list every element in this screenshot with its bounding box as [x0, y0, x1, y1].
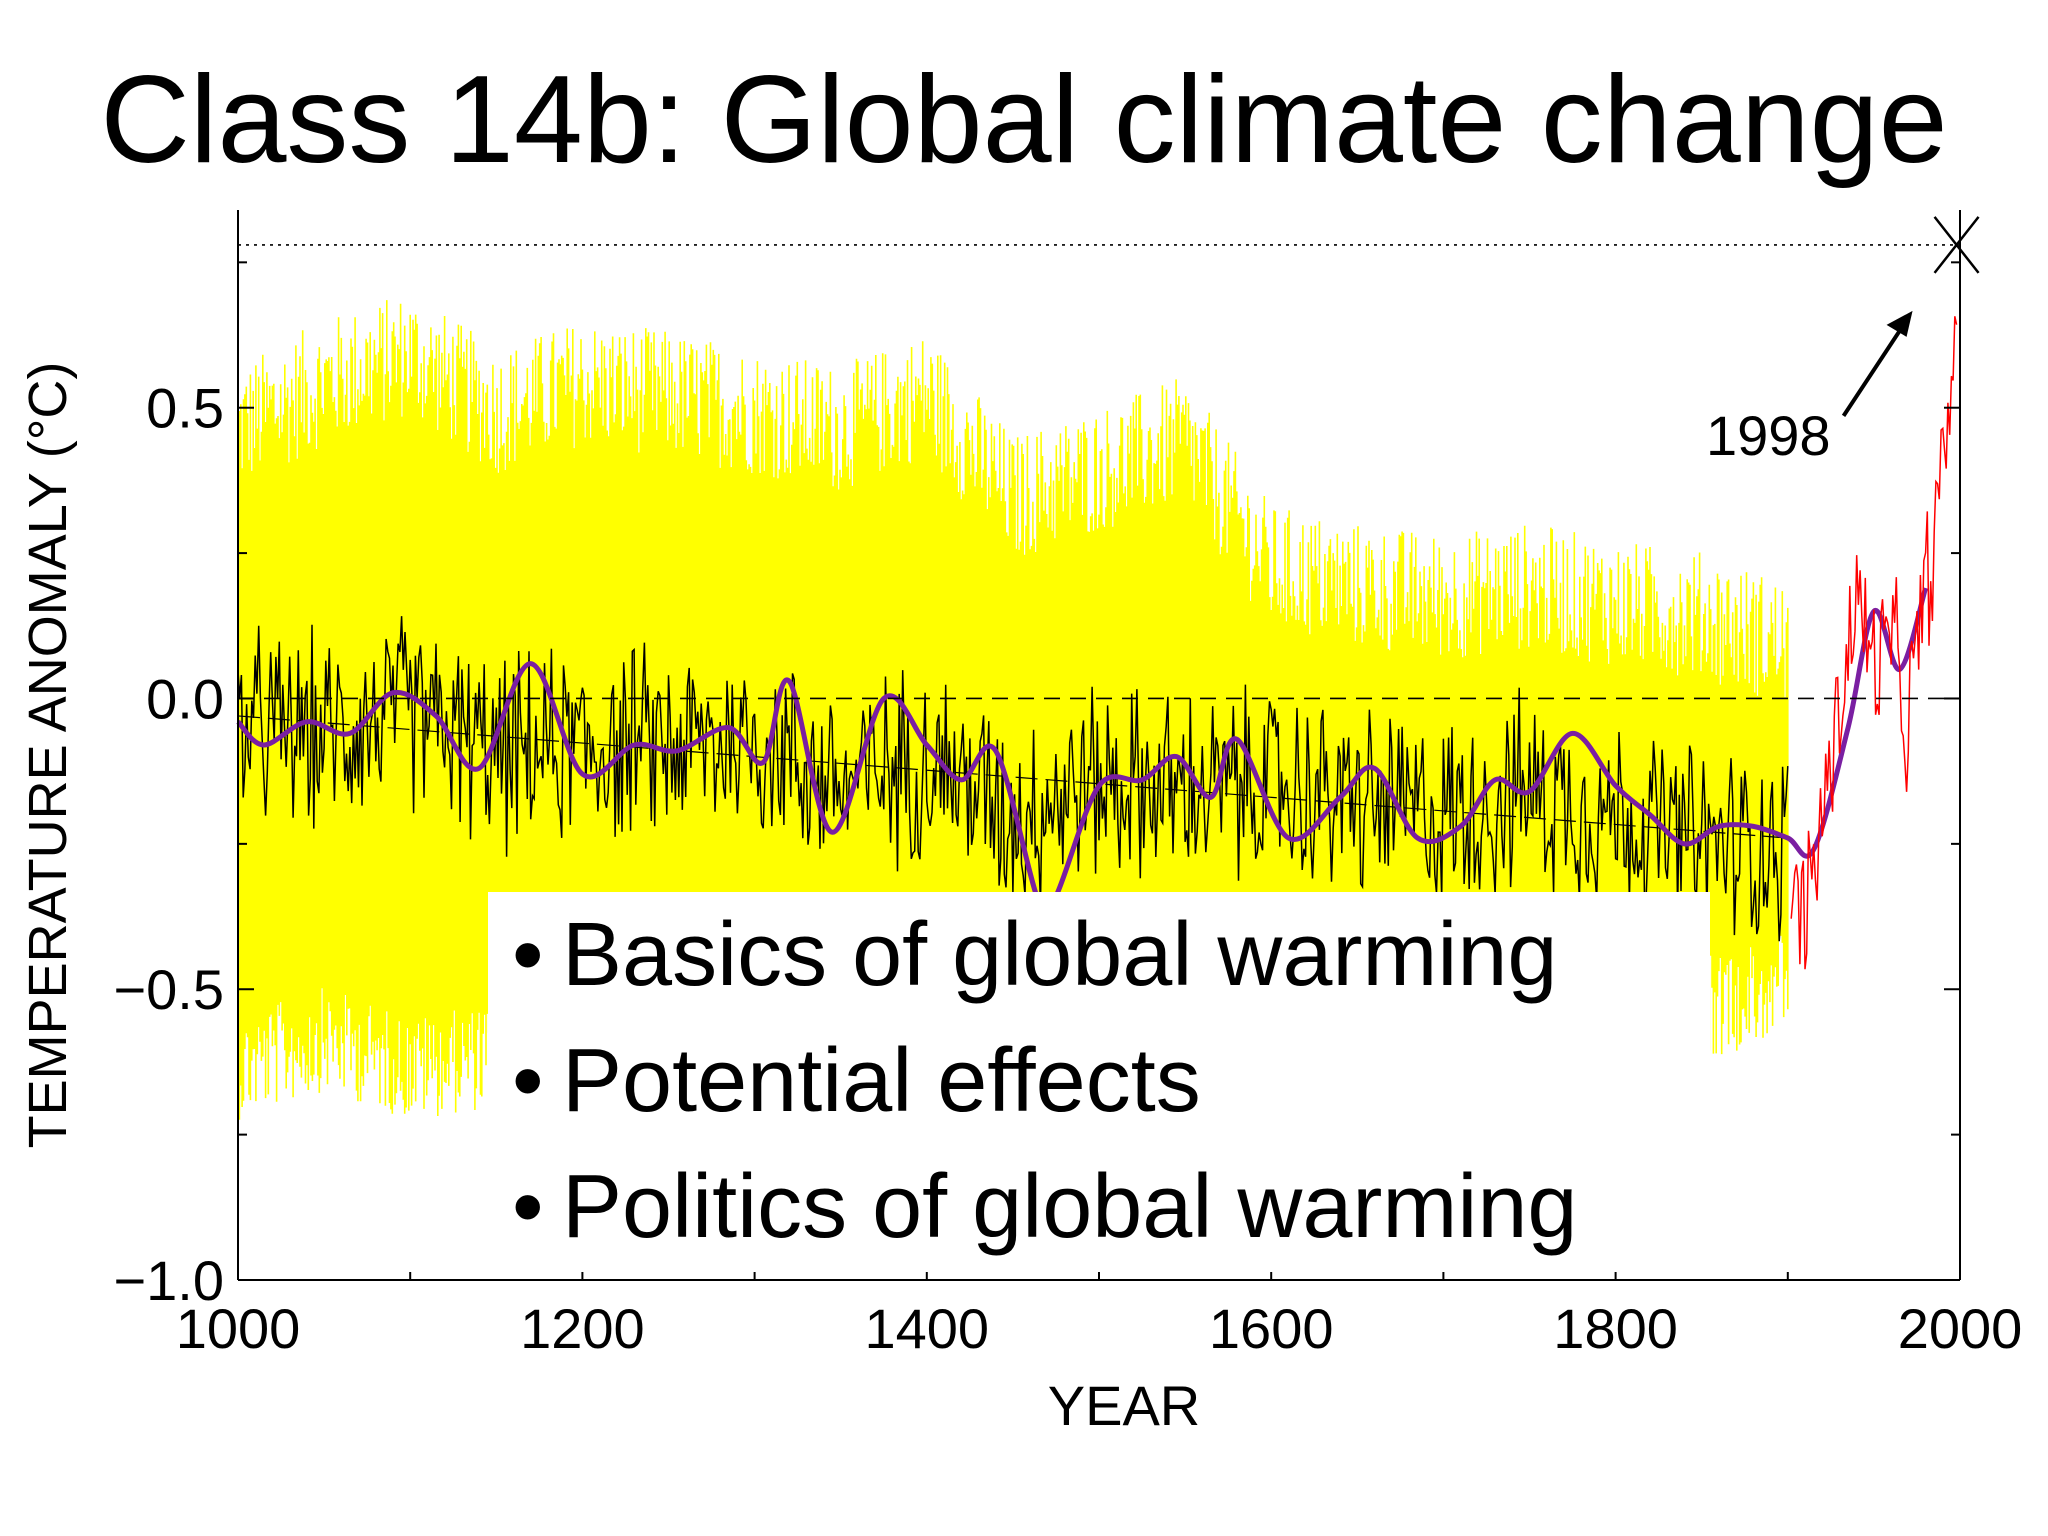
x-axis-title: YEAR [1048, 1374, 1201, 1437]
y-tick-label: 0.5 [146, 377, 224, 440]
y-tick-label: −1.0 [113, 1249, 224, 1312]
bullet-item: • Basics of global warming [488, 892, 1710, 1018]
x-tick-label: 1000 [176, 1297, 301, 1360]
slide-title: Class 14b: Global climate change [100, 51, 1948, 189]
record-x-marker [1933, 216, 1980, 274]
bullet-list: • Basics of global warming • Potential eff… [488, 892, 1710, 1272]
record-year-label: 1998 [1706, 404, 1831, 467]
x-tick-label: 1400 [865, 1297, 990, 1360]
bullet-text: Basics of global warming [562, 905, 1558, 1005]
x-tick-label: 1800 [1553, 1297, 1678, 1360]
x-tick-label: 1600 [1209, 1297, 1334, 1360]
bullet-icon: • [512, 1031, 544, 1131]
y-tick-label: −0.5 [113, 958, 224, 1021]
x-tick-label: 1200 [520, 1297, 645, 1360]
bullet-item: • Potential effects [488, 1018, 1710, 1144]
instrumental-record-line [1790, 316, 1958, 970]
y-tick-label: 0.0 [146, 667, 224, 730]
x-tick-label: 2000 [1898, 1297, 2023, 1360]
axes-layer [237, 210, 1980, 1281]
smoothed-series-line [236, 587, 1928, 919]
bullet-text: Politics of global warming [562, 1157, 1578, 1257]
bullet-text: Potential effects [562, 1031, 1201, 1131]
bullet-icon: • [512, 905, 544, 1005]
y-axis-title: TEMPERATURE ANOMALY (°C) [18, 362, 78, 1149]
bullet-icon: • [512, 1157, 544, 1257]
record-arrow-icon [1841, 317, 1910, 417]
bullet-item: • Politics of global warming [488, 1144, 1710, 1270]
labels-layer: −1.0 −0.5 0.0 0.5 1000 1200 1400 1600 1800 2000 YE… [18, 362, 2022, 1437]
record-arrow-head-icon [1886, 310, 1913, 337]
